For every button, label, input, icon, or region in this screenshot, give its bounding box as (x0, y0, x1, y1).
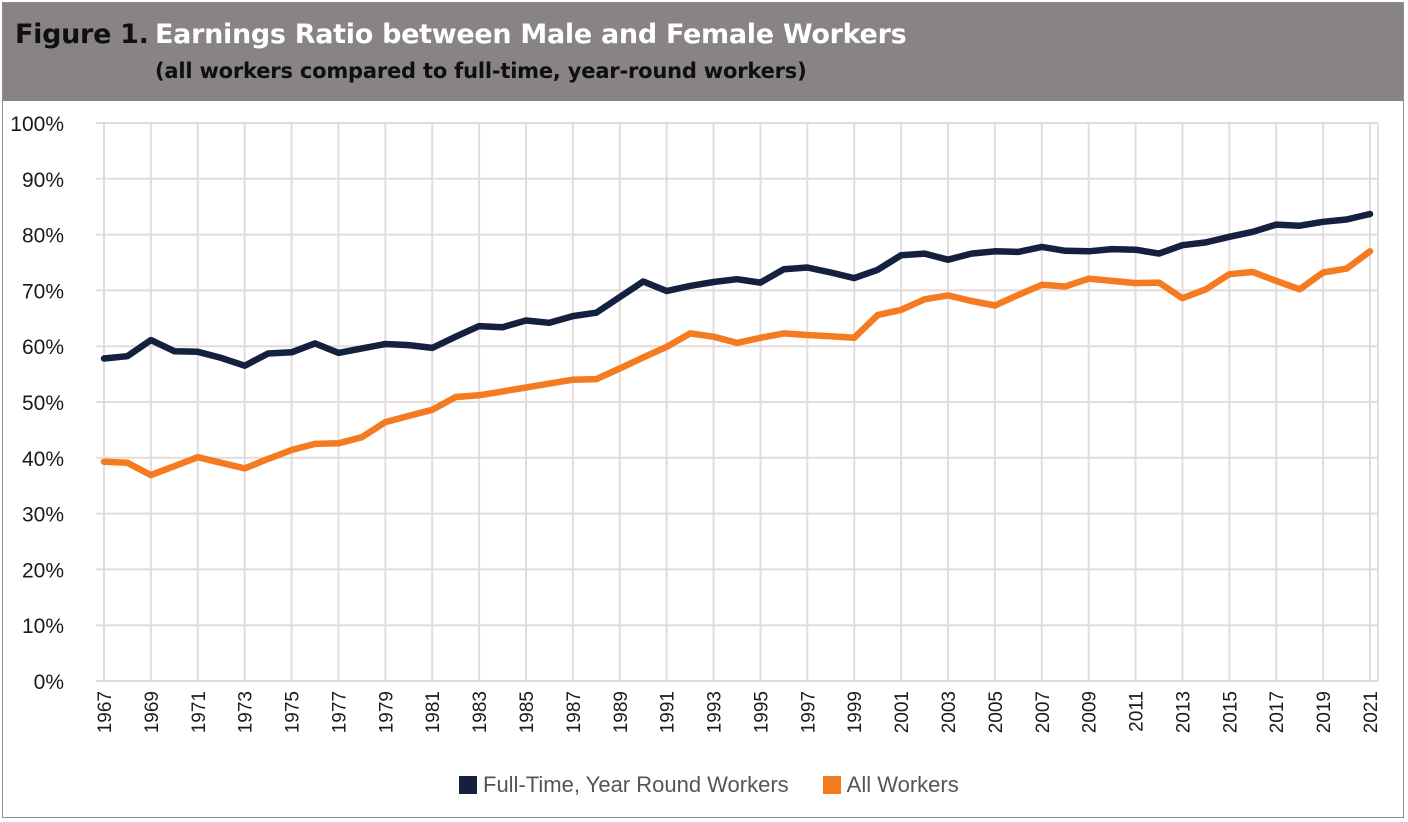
x-tick-label: 2009 (1080, 691, 1101, 733)
x-axis-ticks: 1967 1969 1971 1973 1975 1977 1979 1981 1983 1985… (95, 691, 1382, 733)
series-line-all-workers (100, 248, 1374, 479)
x-tick-label: 2013 (1173, 691, 1194, 733)
x-tick-label: 1991 (658, 691, 679, 733)
x-tick-label: 1983 (470, 691, 491, 733)
y-tick-label: 90% (22, 169, 64, 192)
x-tick-label: 2003 (939, 691, 960, 733)
x-tick-label: 2021 (1361, 691, 1382, 733)
x-tick-label: 2007 (1033, 691, 1054, 733)
x-tick-label: 1987 (564, 691, 585, 733)
y-axis-ticks: 0% 10% 20% 30% 40% 50% 60% 70% 80% 90% 100% (10, 113, 64, 694)
x-tick-label: 1969 (142, 691, 163, 733)
y-tick-label: 100% (10, 113, 64, 136)
x-tick-label: 1999 (845, 691, 866, 733)
y-tick-label: 0% (34, 671, 64, 694)
series-lines (100, 210, 1374, 479)
y-tick-label: 80% (22, 225, 64, 248)
x-tick-label: 1995 (751, 691, 772, 733)
figure-subtitle: (all workers compared to full-time, year… (155, 59, 807, 83)
y-tick-label: 10% (22, 615, 64, 638)
y-tick-label: 20% (22, 559, 64, 582)
x-tick-label: 1971 (189, 691, 210, 733)
x-tick-label: 1979 (376, 691, 397, 733)
y-tick-label: 30% (22, 504, 64, 527)
x-tick-label: 2005 (986, 691, 1007, 733)
legend-label-full-time: Full-Time, Year Round Workers (483, 772, 789, 797)
x-tick-label: 1993 (705, 691, 726, 733)
y-tick-label: 50% (22, 392, 64, 415)
x-tick-label: 1975 (283, 691, 304, 733)
figure-title: Earnings Ratio between Male and Female W… (155, 19, 907, 50)
x-tick-label: 2001 (892, 691, 913, 733)
legend-swatch-all-workers (822, 776, 841, 794)
x-tick-label: 1997 (798, 691, 819, 733)
x-tick-label: 1973 (236, 691, 257, 733)
chart-grid (96, 122, 1379, 682)
x-tick-label: 1981 (423, 691, 444, 733)
x-tick-label: 1977 (329, 691, 350, 733)
series-line-full-time (100, 210, 1374, 369)
x-tick-label: 1967 (95, 691, 116, 733)
x-tick-label: 1985 (517, 691, 538, 733)
x-tick-label: 1989 (611, 691, 632, 733)
y-tick-label: 60% (22, 336, 64, 359)
y-tick-label: 40% (22, 448, 64, 471)
x-tick-label: 2017 (1267, 691, 1288, 733)
figure-label: Figure 1. (15, 19, 149, 50)
x-tick-label: 2019 (1314, 691, 1335, 733)
y-tick-label: 70% (22, 280, 64, 303)
x-tick-label: 2011 (1127, 691, 1148, 732)
legend-label-all-workers: All Workers (846, 772, 959, 797)
chart-legend: Full-Time, Year Round Workers All Worker… (459, 770, 959, 800)
x-tick-label: 2015 (1220, 691, 1241, 733)
legend-swatch-full-time (459, 776, 477, 794)
figure-header: Figure 1. Earnings Ratio between Male an… (3, 3, 1403, 101)
